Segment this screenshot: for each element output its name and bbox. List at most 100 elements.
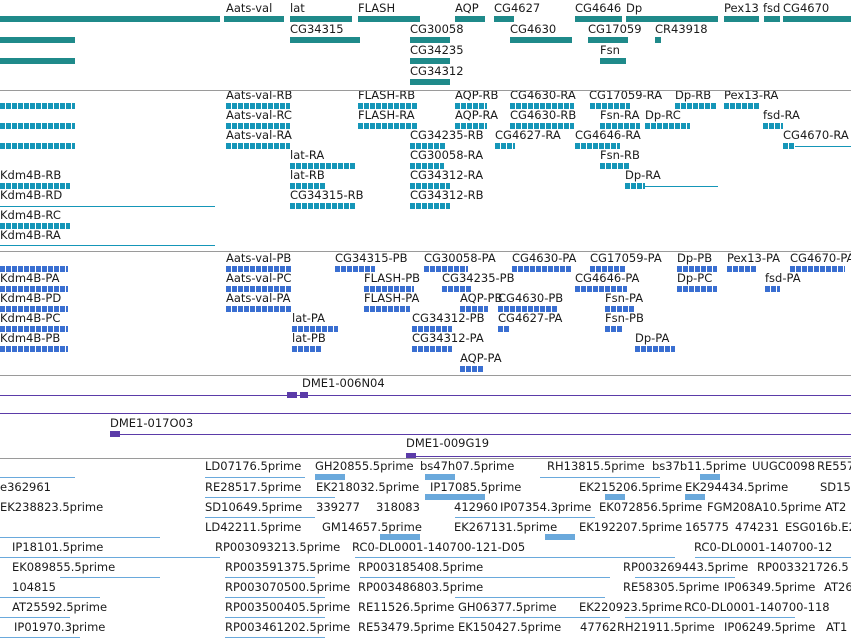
transcript-label[interactable]: Kdm4B-RA	[0, 228, 61, 242]
protein-bar[interactable]	[635, 346, 675, 352]
transcript-bar[interactable]	[510, 103, 574, 109]
est-label[interactable]: EK150427.5prime	[458, 620, 562, 634]
transcript-bar[interactable]	[575, 143, 620, 149]
protein-bar[interactable]	[292, 346, 322, 352]
transcript-bar[interactable]	[510, 123, 574, 129]
gene-label[interactable]: CG30058	[410, 22, 464, 36]
est-line[interactable]	[225, 617, 325, 618]
transcript-bar[interactable]	[625, 183, 645, 189]
est-label[interactable]: 339277	[316, 500, 360, 514]
transcript-bar[interactable]	[495, 143, 515, 149]
est-label[interactable]: RP003500405.5prime	[225, 600, 351, 614]
gene-bar[interactable]	[455, 16, 485, 22]
gene-label[interactable]: lat	[290, 1, 305, 15]
clone-marker[interactable]	[110, 431, 120, 437]
transcript-label[interactable]: CG34315-RB	[290, 188, 364, 202]
transcript-bar[interactable]	[600, 123, 640, 129]
protein-label[interactable]: AQP-PB	[460, 291, 503, 305]
transcript-label[interactable]: Aats-val-RC	[226, 108, 292, 122]
gene-label[interactable]: CG34235	[410, 43, 464, 57]
transcript-label[interactable]: CG4630-RA	[510, 91, 576, 102]
est-marker[interactable]	[685, 494, 705, 500]
est-line[interactable]	[60, 577, 160, 578]
gene-bar[interactable]	[290, 37, 360, 43]
transcript-label[interactable]: AQP-RB	[455, 91, 499, 102]
transcript-bar[interactable]	[590, 103, 630, 109]
protein-label[interactable]: Aats-val-PA	[226, 291, 291, 305]
est-line[interactable]	[225, 597, 325, 598]
clone-line[interactable]	[0, 395, 851, 396]
est-label[interactable]: RE53479.5prime	[358, 620, 455, 634]
transcript-label[interactable]: Kdm4B-RD	[0, 188, 63, 202]
protein-bar[interactable]	[765, 286, 780, 292]
transcript-label[interactable]: Aats-val-RB	[226, 91, 293, 102]
est-label[interactable]: EK294434.5prime	[685, 480, 789, 494]
transcript-bar[interactable]	[455, 103, 487, 109]
protein-label[interactable]: FLASH-PB	[364, 271, 421, 285]
transcript-bar[interactable]	[645, 123, 690, 129]
est-label[interactable]: GH20855.5prime	[315, 459, 414, 473]
est-label[interactable]: RP003321726.5	[757, 560, 849, 574]
est-marker[interactable]	[315, 474, 345, 480]
gene-bar[interactable]	[764, 16, 780, 22]
protein-bar[interactable]	[0, 306, 68, 312]
transcript-label[interactable]: Kdm4B-RC	[0, 208, 61, 222]
protein-bar[interactable]	[727, 266, 757, 272]
protein-bar[interactable]	[226, 286, 292, 292]
gene-label[interactable]: Pex13	[724, 1, 759, 15]
est-label[interactable]: EK072856.5prime	[599, 500, 703, 514]
transcript-line[interactable]	[645, 186, 718, 187]
gene-bar[interactable]	[724, 16, 759, 22]
transcript-line[interactable]	[0, 245, 215, 246]
gene-label[interactable]: AQP	[455, 1, 479, 15]
est-label[interactable]: RP003185408.5prime	[358, 560, 484, 574]
transcript-label[interactable]: Aats-val-RA	[226, 128, 292, 142]
transcript-label[interactable]: CG34312-RB	[410, 188, 484, 202]
protein-label[interactable]: Kdm4B-PA	[0, 271, 60, 285]
gene-bar[interactable]	[575, 16, 622, 22]
protein-label[interactable]: fsd-PA	[765, 271, 801, 285]
est-label[interactable]: 104815	[12, 580, 56, 594]
transcript-label[interactable]: CG4646-RA	[575, 128, 641, 142]
transcript-bar[interactable]	[410, 183, 450, 189]
protein-bar[interactable]	[512, 266, 572, 272]
est-label[interactable]: RE11526.5prime	[358, 600, 455, 614]
gene-label[interactable]: Aats-val	[226, 1, 273, 15]
transcript-bar[interactable]	[0, 103, 75, 109]
est-label[interactable]: bs47h07.5prime	[420, 459, 515, 473]
protein-bar[interactable]	[498, 306, 558, 312]
est-line[interactable]	[205, 477, 305, 478]
protein-bar[interactable]	[412, 326, 452, 332]
gene-bar[interactable]	[410, 58, 450, 64]
transcript-bar[interactable]	[675, 103, 717, 109]
gene-label[interactable]: CG34315	[290, 22, 344, 36]
gene-bar[interactable]	[600, 58, 626, 64]
est-label[interactable]: RP003093213.5prime	[215, 540, 341, 554]
est-label[interactable]: AT2	[825, 500, 847, 514]
protein-label[interactable]: Fsn-PA	[605, 291, 644, 305]
transcript-label[interactable]: CG4627-RA	[495, 128, 561, 142]
protein-bar[interactable]	[292, 326, 338, 332]
protein-bar[interactable]	[460, 306, 488, 312]
transcript-label[interactable]: Dp-RC	[645, 108, 681, 122]
protein-bar[interactable]	[590, 266, 626, 272]
gene-bar[interactable]	[0, 16, 220, 22]
est-label[interactable]: RC0-DL0001-140700-118	[684, 600, 830, 614]
protein-label[interactable]: Aats-val-PB	[226, 252, 292, 265]
est-label[interactable]: RP003486803.5prime	[358, 580, 484, 594]
protein-label[interactable]: Fsn-PB	[605, 311, 644, 325]
gene-bar[interactable]	[410, 37, 450, 43]
gene-label[interactable]: CG4646	[575, 1, 622, 15]
est-label[interactable]: EK089855.5prime	[12, 560, 116, 574]
est-label[interactable]: 474231	[735, 520, 779, 534]
protein-label[interactable]: CG34315-PB	[335, 252, 408, 265]
gene-bar[interactable]	[0, 58, 75, 64]
clone-line[interactable]	[0, 413, 851, 414]
clone-marker[interactable]	[300, 392, 308, 398]
protein-label[interactable]: AQP-PA	[460, 351, 502, 365]
transcript-bar[interactable]	[783, 143, 795, 149]
est-marker[interactable]	[425, 494, 485, 500]
transcript-label[interactable]: Dp-RB	[675, 91, 712, 102]
gene-label[interactable]: CR43918	[655, 22, 708, 36]
gene-bar[interactable]	[290, 16, 352, 22]
